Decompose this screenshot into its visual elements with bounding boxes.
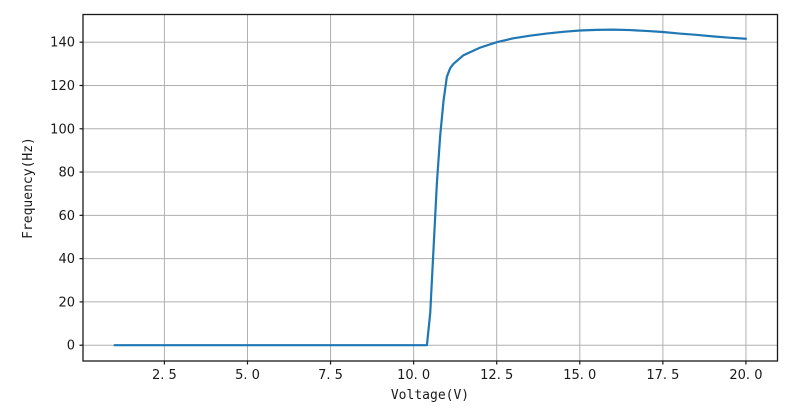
y-tick-label-100: 100 xyxy=(50,122,75,137)
y-tick-label-120: 120 xyxy=(50,79,75,94)
x-tick-label-5: 5. 0 xyxy=(235,368,260,383)
y-tick-label-40: 40 xyxy=(58,252,75,267)
x-tick-label-17.5: 17. 5 xyxy=(646,368,679,383)
x-tick-label-2.5: 2. 5 xyxy=(152,368,177,383)
x-tick-label-20: 20. 0 xyxy=(729,368,762,383)
y-tick-label-80: 80 xyxy=(58,166,75,181)
y-tick-label-60: 60 xyxy=(58,209,75,224)
y-tick-label-140: 140 xyxy=(50,36,75,51)
x-tick-label-7.5: 7. 5 xyxy=(318,368,343,383)
y-tick-label-20: 20 xyxy=(58,295,75,310)
series-layer xyxy=(113,28,748,347)
x-tick-label-15: 15. 0 xyxy=(563,368,596,383)
x-tick-label-10: 10. 0 xyxy=(397,368,430,383)
y-tick-label-0: 0 xyxy=(67,339,75,354)
grid-layer xyxy=(83,14,778,361)
tick-label-layer: 2. 5 5. 0 7. 5 10. 0 12. 5 15. 0 17. 5 20. 0 0 20… xyxy=(50,36,762,383)
plot-border xyxy=(82,13,779,362)
x-tick-label-12.5: 12. 5 xyxy=(480,368,513,383)
series-line-frequency-vs-voltage xyxy=(113,28,748,347)
x-axis-label: Voltage(V) xyxy=(391,388,469,403)
tick-layer xyxy=(79,41,747,365)
y-axis-label: Frequency(Hz) xyxy=(21,137,36,239)
